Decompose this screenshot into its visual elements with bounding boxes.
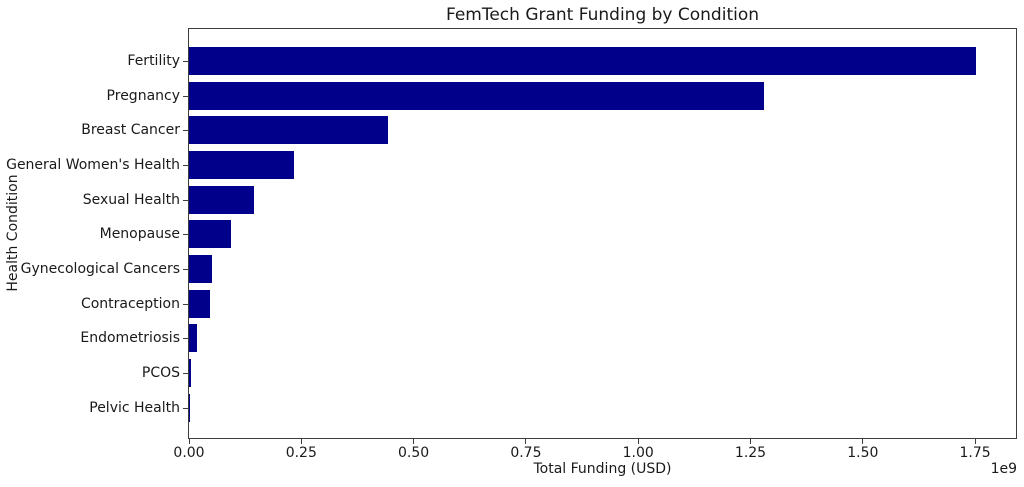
y-tick-label: Pregnancy <box>106 87 180 104</box>
y-tick-mark <box>183 303 188 305</box>
x-tick-mark <box>413 439 415 444</box>
y-tick-label: Sexual Health <box>82 191 180 208</box>
x-tick-label: 1.50 <box>847 445 879 461</box>
y-tick-mark <box>183 164 188 166</box>
bar <box>189 358 191 387</box>
y-tick-mark <box>183 199 188 201</box>
chart-title: FemTech Grant Funding by Condition <box>445 5 760 25</box>
bar <box>189 289 211 318</box>
bar <box>189 47 977 75</box>
bar <box>189 81 764 110</box>
x-tick-label: 1.75 <box>959 445 991 461</box>
bar <box>189 150 294 179</box>
y-tick-mark <box>183 130 188 132</box>
y-tick-label: PCOS <box>141 364 180 381</box>
x-axis-title: Total Funding (USD) <box>533 461 672 477</box>
y-tick-label: Pelvic Health <box>89 399 180 416</box>
y-tick-mark <box>183 407 188 409</box>
y-tick-mark <box>183 95 188 97</box>
y-tick-label: Gynecological Cancers <box>20 260 180 277</box>
x-tick-label: 0.50 <box>398 445 430 461</box>
bar <box>189 324 198 353</box>
plot-area <box>188 28 1017 439</box>
y-tick-mark <box>183 234 188 236</box>
x-tick-label: 1.00 <box>622 445 654 461</box>
x-tick-mark <box>974 439 976 444</box>
x-tick-mark <box>637 439 639 444</box>
y-tick-label: Breast Cancer <box>81 122 180 139</box>
x-tick-mark <box>188 439 190 444</box>
y-tick-mark <box>183 61 188 62</box>
y-tick-mark <box>183 372 188 374</box>
x-tick-mark <box>300 439 302 444</box>
bar <box>189 220 232 249</box>
x-tick-mark <box>525 439 527 444</box>
x-tick-label: 0.25 <box>285 445 317 461</box>
bar <box>189 254 212 283</box>
y-tick-label: Fertility <box>127 53 180 69</box>
x-tick-label: 0.00 <box>173 445 205 461</box>
x-tick-label: 1.25 <box>734 445 767 461</box>
x-tick-mark <box>862 439 864 444</box>
x-axis-offset-text: 1e9 <box>990 461 1017 477</box>
y-tick-label: Menopause <box>99 226 180 243</box>
y-tick-label: Contraception <box>80 295 180 312</box>
y-tick-mark <box>183 268 188 270</box>
y-tick-label: General Women's Health <box>6 156 180 173</box>
y-tick-mark <box>183 338 188 340</box>
y-tick-label: Endometriosis <box>80 330 180 347</box>
bar <box>189 116 388 145</box>
bar <box>189 185 255 214</box>
x-tick-label: 0.75 <box>510 445 542 461</box>
x-tick-mark <box>750 439 751 444</box>
